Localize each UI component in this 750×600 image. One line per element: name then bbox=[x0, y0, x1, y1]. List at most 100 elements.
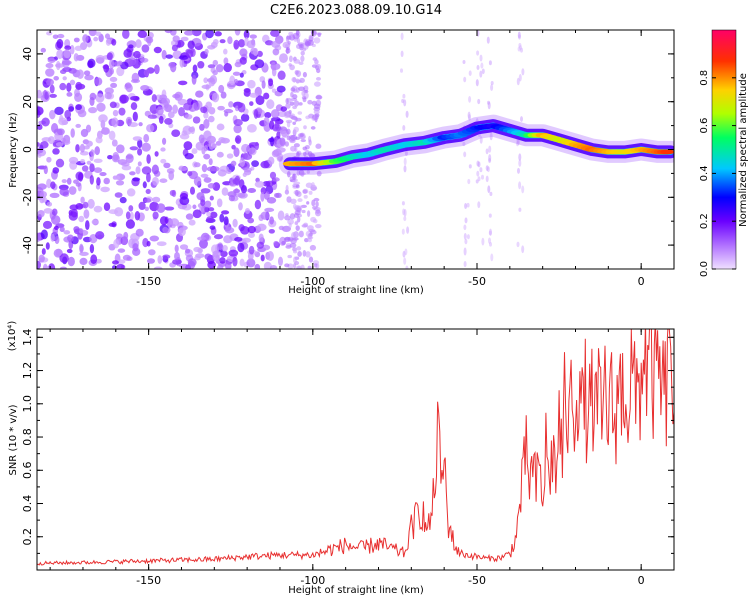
spectrogram-cell bbox=[308, 139, 312, 146]
spectrogram-cell bbox=[164, 118, 173, 125]
spectrogram-cell bbox=[400, 32, 404, 41]
spectrogram-cell bbox=[227, 36, 233, 45]
spectrogram-cell bbox=[221, 187, 229, 196]
spectrogram-cell bbox=[131, 72, 140, 83]
spectrogram-cell bbox=[248, 245, 255, 255]
spectrogram-cell bbox=[293, 126, 299, 133]
spectrogram-cell bbox=[310, 126, 316, 130]
spectrogram-cell bbox=[221, 244, 228, 252]
spectrogram-cell bbox=[41, 248, 46, 255]
spectrogram-cell bbox=[272, 48, 280, 56]
spectrogram-cell bbox=[115, 233, 123, 239]
spectrogram-cell bbox=[486, 36, 490, 44]
spectrogram-cell bbox=[37, 89, 42, 99]
spectrogram-cell bbox=[145, 36, 154, 44]
spectrogram-cell bbox=[400, 68, 403, 73]
spectrogram-cell bbox=[232, 71, 241, 76]
spectrogram-cell bbox=[403, 165, 407, 173]
spectrogram-cell bbox=[279, 137, 286, 146]
spectrogram-cell bbox=[315, 201, 319, 208]
spectrogram-cell bbox=[79, 143, 85, 153]
spectrogram-cell bbox=[70, 128, 75, 138]
colorbar-tick-label: 0.4 bbox=[699, 165, 710, 181]
spectrogram-cell bbox=[463, 261, 467, 268]
spectrogram-cell bbox=[39, 141, 49, 149]
spectrogram-cell bbox=[43, 165, 48, 175]
spectrogram-cell bbox=[516, 241, 520, 248]
spectrogram-cell bbox=[73, 37, 80, 43]
spectrogram-cell bbox=[199, 123, 205, 131]
spectrogram-cell bbox=[269, 216, 274, 225]
spectrogram-cell bbox=[73, 53, 79, 62]
spectrogram-cell bbox=[298, 102, 303, 106]
spectrogram-cell bbox=[290, 237, 297, 245]
spectrogram-cell bbox=[298, 86, 305, 92]
spectrogram-cell bbox=[232, 178, 240, 185]
spectrogram-cell bbox=[217, 169, 227, 177]
spectrogram-cell bbox=[271, 88, 277, 93]
spectrogram-cell bbox=[248, 147, 257, 156]
spectrogram-cell bbox=[82, 34, 89, 43]
snr-y-tick-label: 0.6 bbox=[21, 462, 34, 480]
spectrogram-cell bbox=[521, 68, 525, 76]
spectrogram-cell bbox=[171, 44, 178, 52]
spectrogram-cell bbox=[246, 258, 256, 268]
spectrogram-cell bbox=[67, 256, 75, 267]
spectrogram-cell bbox=[130, 95, 140, 101]
spectrogram-cell bbox=[238, 192, 248, 199]
spectrogram-cell bbox=[305, 251, 311, 258]
spectrogram-cell bbox=[489, 228, 492, 236]
spectrogram-cell bbox=[290, 198, 297, 205]
spectrogram-cell bbox=[463, 247, 467, 256]
spectrogram-cell bbox=[280, 106, 288, 112]
spectrogram-cell bbox=[116, 263, 125, 269]
spectrogram-cell bbox=[488, 60, 492, 66]
spectrogram-cell bbox=[274, 120, 280, 130]
spectrogram-cell bbox=[149, 235, 160, 242]
spectrogram-cell bbox=[114, 207, 124, 217]
spectrogram-cell bbox=[302, 71, 307, 78]
spectrogram-cell bbox=[518, 73, 522, 82]
spectrogram-cell bbox=[217, 242, 224, 251]
spectrogram-cell bbox=[206, 216, 214, 223]
spectrogram-cell bbox=[215, 64, 224, 73]
spectrogram-cell bbox=[49, 109, 56, 120]
spectrogram-cell bbox=[169, 189, 176, 197]
spectrogram-cell bbox=[146, 154, 151, 164]
spectrogram-cell bbox=[213, 234, 224, 240]
spectrogram-cell bbox=[85, 124, 92, 133]
spectrogram-cell bbox=[203, 118, 210, 129]
spectrogram-cell bbox=[91, 219, 99, 225]
spectrogram-cell bbox=[189, 186, 196, 195]
spectrogram-cell bbox=[269, 264, 278, 269]
spectrogram-cell bbox=[266, 99, 275, 110]
spectrogram-cell bbox=[204, 48, 209, 55]
spectrogram-cell bbox=[125, 116, 133, 126]
spectrogram-cell bbox=[521, 185, 525, 194]
snr-y-tick-label: 0.8 bbox=[21, 428, 34, 446]
spectrogram-cell bbox=[209, 225, 216, 230]
spectrogram-cell bbox=[68, 106, 75, 112]
spectrogram-cell bbox=[49, 84, 55, 94]
spectrogram-cell bbox=[187, 171, 193, 177]
spectrogram-cell bbox=[179, 133, 190, 140]
spectrogram-cell bbox=[315, 63, 322, 70]
spectrogram-cell bbox=[248, 232, 255, 238]
spectrogram-cell bbox=[109, 67, 114, 75]
spectrogram-cell bbox=[208, 106, 216, 115]
spectrogram-cell bbox=[299, 77, 305, 83]
spectrogram-cell bbox=[130, 102, 138, 111]
spectrogram-cell bbox=[239, 258, 245, 267]
spectrogram-cell bbox=[37, 209, 45, 218]
spectrogram-cell bbox=[174, 251, 180, 261]
spectrogram-cell bbox=[162, 254, 171, 259]
spectrogram-cell bbox=[480, 62, 484, 69]
spectrogram-cell bbox=[265, 180, 274, 187]
spectrogram-cell bbox=[103, 177, 110, 185]
spectrogram-cell bbox=[114, 192, 123, 198]
spectrogram-cell bbox=[488, 145, 492, 153]
spectrogram-cell bbox=[59, 69, 67, 75]
spectrogram-cell bbox=[178, 227, 186, 237]
spectrogram-cell bbox=[94, 77, 103, 86]
